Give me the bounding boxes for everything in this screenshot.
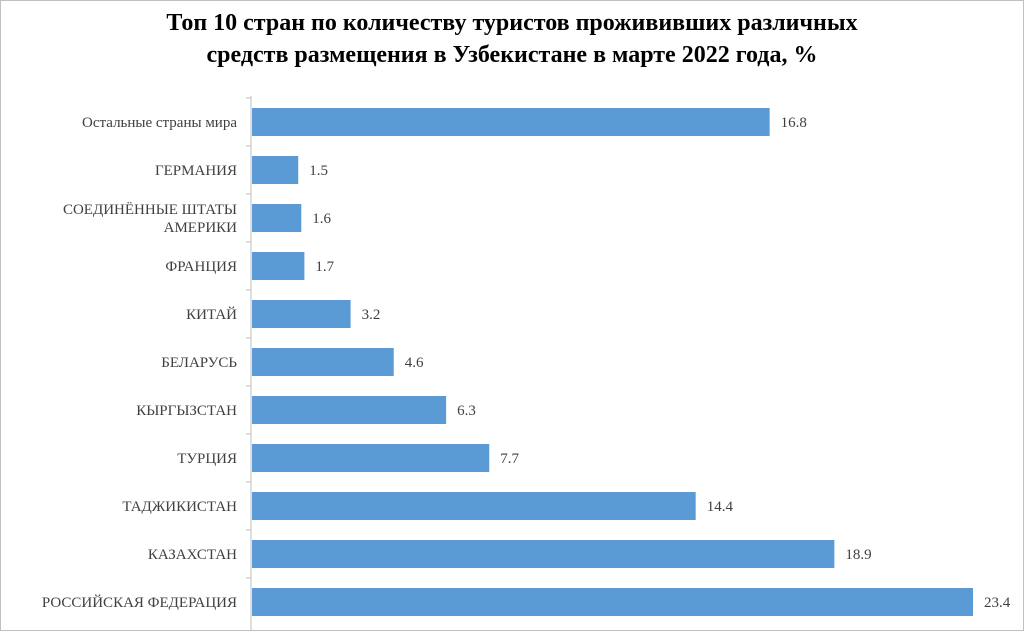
bar-value-label: 6.3: [457, 403, 476, 419]
category-label: БЕЛАРУСЬ: [161, 355, 237, 371]
bar: [252, 300, 351, 328]
bar: [252, 348, 394, 376]
bar-value-label: 7.7: [500, 451, 519, 467]
bar-value-label: 1.7: [315, 259, 334, 275]
bar-value-label: 23.4: [984, 595, 1011, 611]
bar-value-label: 1.5: [309, 163, 328, 179]
bar: [252, 204, 302, 232]
bar: [252, 588, 973, 616]
category-label: ТАДЖИКИСТАН: [122, 499, 237, 515]
bar-value-label: 4.6: [405, 355, 424, 371]
category-label: ФРАНЦИЯ: [165, 259, 237, 275]
bar-value-label: 14.4: [707, 499, 734, 515]
chart-title-line-1: Топ 10 стран по количеству туристов прож…: [166, 10, 858, 36]
bar: [252, 444, 490, 472]
bar: [252, 252, 305, 280]
bar: [252, 396, 447, 424]
category-label: ГЕРМАНИЯ: [155, 163, 237, 179]
category-label: КЫРГЫЗСТАН: [136, 403, 237, 419]
bar: [252, 540, 835, 568]
bar-value-label: 3.2: [362, 307, 381, 323]
chart-title-line-2: средств размещения в Узбекистане в марте…: [206, 42, 818, 68]
category-label: ТУРЦИЯ: [177, 451, 237, 467]
category-label: СОЕДИНЁННЫЕ ШТАТЫ АМЕРИКИ: [63, 201, 237, 236]
bar-value-label: 16.8: [781, 115, 807, 131]
category-label: КИТАЙ: [186, 306, 237, 323]
bar-value-label: 1.6: [312, 211, 331, 227]
category-label: Остальные страны мира: [82, 115, 237, 131]
bar: [252, 156, 299, 184]
bar: [252, 108, 770, 136]
bar: [252, 492, 696, 520]
chart-title: Топ 10 стран по количеству туристов прож…: [1, 7, 1023, 71]
category-label: КАЗАХСТАН: [148, 547, 237, 563]
bar-value-label: 18.9: [845, 547, 871, 563]
category-label: РОССИЙСКАЯ ФЕДЕРАЦИЯ: [42, 594, 237, 611]
